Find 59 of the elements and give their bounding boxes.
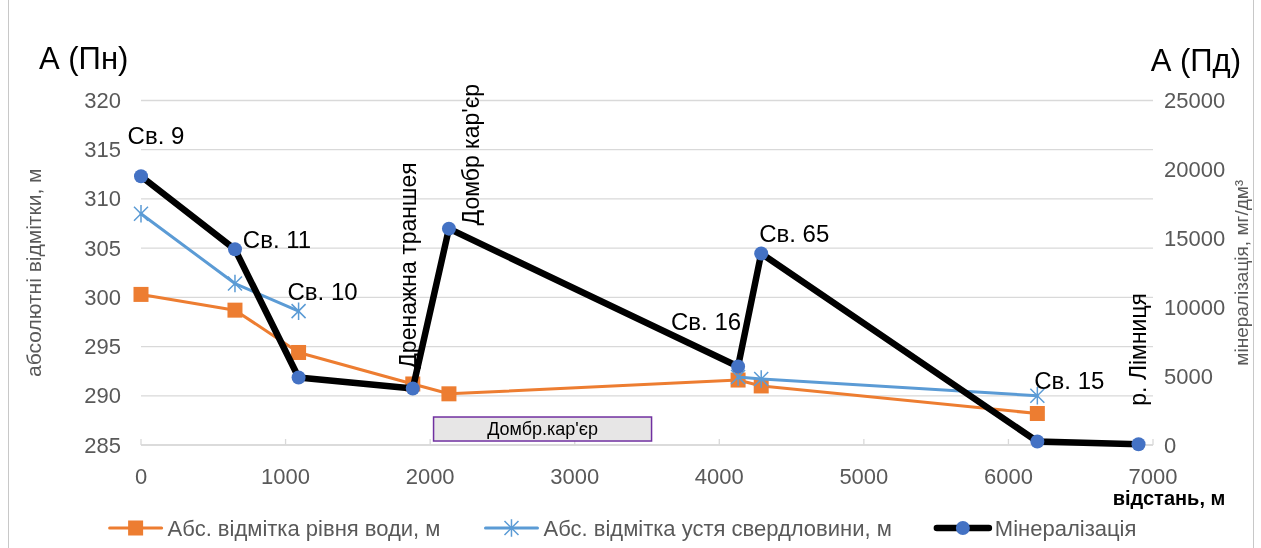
x-tick-label: 3000 xyxy=(550,463,600,489)
point xyxy=(441,386,457,402)
y-tick-label: 290 xyxy=(84,383,121,409)
x-tick-label: 1000 xyxy=(261,463,311,489)
y2-tick-label: 20000 xyxy=(1164,156,1226,182)
y2-tick-label: 5000 xyxy=(1164,363,1213,389)
y2-tick-label: 0 xyxy=(1164,432,1177,458)
point xyxy=(754,246,769,261)
y2-axis-title: мінералізація, мг/дм³ xyxy=(1230,179,1252,366)
legend-label: Абс. відмітка устя свердловини, м xyxy=(543,515,892,541)
point xyxy=(227,302,243,318)
annotation: Св. 9 xyxy=(127,121,185,149)
x-tick-label: 7000 xyxy=(1128,463,1178,489)
y-tick-label: 305 xyxy=(84,235,121,261)
y2-tick-label: 10000 xyxy=(1164,294,1226,320)
point xyxy=(133,286,149,302)
point xyxy=(405,381,420,396)
y-tick-label: 320 xyxy=(84,88,121,113)
x-tick-label: 5000 xyxy=(839,463,889,489)
x-tick-label: 6000 xyxy=(983,463,1033,489)
y-tick-label: 315 xyxy=(84,137,121,163)
x-tick-label: 4000 xyxy=(694,463,744,489)
annotation: Дренажна траншея xyxy=(394,162,421,369)
annotation: Св. 10 xyxy=(287,277,358,305)
y2-tick-label: 25000 xyxy=(1164,88,1226,113)
point xyxy=(133,204,149,224)
annotation: Св. 16 xyxy=(671,307,742,335)
legend-label: Мінералізація xyxy=(994,515,1137,541)
point xyxy=(291,370,306,385)
x-axis-title: відстань, м xyxy=(1112,487,1226,509)
point xyxy=(290,301,307,321)
annotation: Св. 65 xyxy=(759,219,830,247)
legend-label: Абс. відмітка рівня води, м xyxy=(167,515,441,541)
annotation: р. Лімниця xyxy=(1124,292,1151,406)
y-axis-title: абсолютні відмітки, м xyxy=(21,168,45,378)
text: А (Пд) xyxy=(1150,43,1241,78)
annotation: Домбр.кар'єр xyxy=(487,419,598,440)
x-tick-label: 2000 xyxy=(405,463,455,489)
y2-tick-label: 15000 xyxy=(1164,225,1226,251)
x-tick-label: 0 xyxy=(134,463,148,489)
point xyxy=(1029,406,1045,421)
point xyxy=(227,242,242,257)
point xyxy=(291,344,307,360)
point xyxy=(441,221,456,236)
point xyxy=(753,369,769,389)
y-tick-label: 295 xyxy=(84,334,121,360)
annotation: Св. 11 xyxy=(242,225,312,253)
y-tick-label: 310 xyxy=(84,186,121,212)
y-tick-label: 300 xyxy=(84,284,121,310)
point xyxy=(134,169,148,184)
text: А (Пн) xyxy=(39,41,129,76)
annotation: Св. 15 xyxy=(1034,366,1105,394)
point xyxy=(227,274,243,294)
annotation: Домбр кар'єр xyxy=(457,83,484,226)
point xyxy=(730,367,746,387)
point xyxy=(731,359,746,374)
point xyxy=(1131,437,1146,452)
y-tick-label: 285 xyxy=(84,432,121,458)
point xyxy=(1030,434,1045,449)
